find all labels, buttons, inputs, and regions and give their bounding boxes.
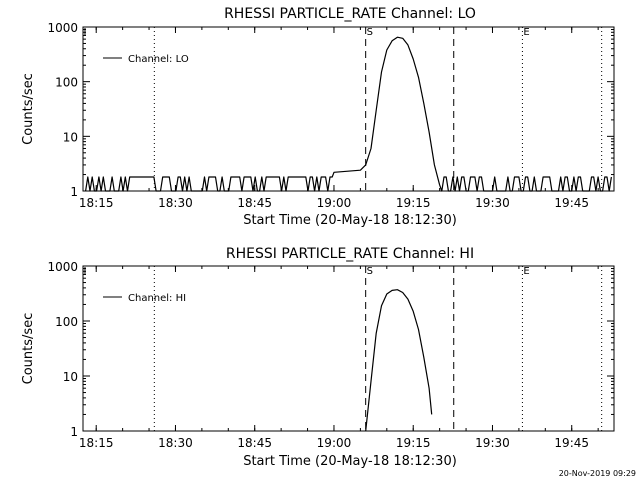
x-tick-label: 19:15 [396,436,431,450]
x-tick-label: 19:00 [317,196,352,210]
x-axis-label: Start Time (20-May-18 18:12:30) [243,213,457,228]
x-tick-label: 18:45 [237,436,272,450]
series-line [85,36,612,192]
marker-label-e: E [523,27,529,38]
x-tick-label: 18:45 [237,196,272,210]
footer-timestamp: 20-Nov-2019 09:29 [559,469,636,478]
plot-frame [82,26,615,192]
x-tick-label: 19:15 [396,196,431,210]
series-line [365,289,433,432]
y-tick-label: 10 [63,130,78,144]
marker-label-e: E [523,266,529,277]
x-tick-label: 19:45 [554,436,589,450]
y-tick-label: 100 [55,76,78,90]
chart-title: RHESSI PARTICLE_RATE Channel: LO [224,6,476,22]
y-tick-label: 10 [63,370,78,384]
chart-panel-1: RHESSI PARTICLE_RATE Channel: LO 18:15 18:… [21,6,615,228]
legend-entry: Channel: LO [128,54,189,65]
chart-panel-2: RHESSI PARTICLE_RATE Channel: HI 18:15 18:… [21,246,615,469]
y-tick-label: 100 [55,315,78,329]
y-axis-label: Counts/sec [21,73,36,145]
y-tick-label: 1 [70,425,78,439]
y-tick-label: 1 [70,185,78,199]
legend-entry: Channel: HI [128,293,186,304]
x-tick-label: 19:45 [554,196,589,210]
x-tick-label: 18:30 [158,436,193,450]
y-tick-label: 1000 [47,21,78,35]
y-tick-label: 1000 [47,260,78,274]
x-tick-label: 18:15 [79,196,114,210]
x-tick-label: 19:00 [317,436,352,450]
x-tick-label: 18:30 [158,196,193,210]
marker-label-s: S [367,27,373,38]
x-tick-label: 18:15 [79,436,114,450]
x-tick-label: 19:30 [475,196,510,210]
marker-label-s: S [367,266,373,277]
x-tick-label: 19:30 [475,436,510,450]
x-axis-label: Start Time (20-May-18 18:12:30) [243,454,457,469]
y-axis-label: Counts/sec [21,313,36,385]
plot-frame [82,265,615,432]
chart-title: RHESSI PARTICLE_RATE Channel: HI [226,246,474,262]
